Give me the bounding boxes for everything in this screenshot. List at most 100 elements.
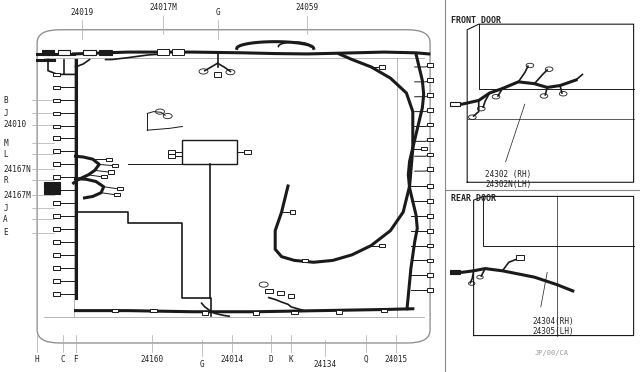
Text: 24059: 24059 (296, 3, 319, 12)
Bar (381, 309, 387, 312)
Bar (427, 259, 433, 262)
Text: 24167M: 24167M (3, 191, 31, 200)
Bar (336, 310, 342, 314)
Text: E: E (3, 228, 8, 237)
Bar (53, 266, 60, 270)
Bar (427, 123, 433, 126)
Bar (53, 292, 60, 296)
Bar (182, 140, 237, 164)
Text: 24302 (RH)
24302N(LH): 24302 (RH) 24302N(LH) (485, 170, 531, 189)
Bar (202, 311, 208, 315)
Bar (427, 184, 433, 188)
Bar (44, 182, 60, 188)
Bar (427, 229, 433, 232)
Text: R: R (3, 176, 8, 185)
Bar (113, 164, 118, 167)
Bar (53, 201, 60, 205)
Text: B: B (3, 96, 8, 105)
Bar (303, 259, 308, 262)
Text: F: F (73, 355, 78, 364)
Bar (53, 136, 60, 140)
Bar (58, 50, 70, 55)
Bar (427, 138, 433, 141)
Text: C: C (60, 355, 65, 364)
Bar (450, 270, 460, 274)
Bar (42, 50, 54, 55)
Text: 24134: 24134 (314, 360, 337, 369)
Text: FRONT DOOR: FRONT DOOR (451, 16, 501, 25)
Bar (157, 49, 169, 55)
Bar (150, 309, 157, 312)
Text: M: M (3, 139, 8, 148)
Bar (172, 49, 184, 55)
Bar (53, 125, 60, 128)
Bar (427, 288, 433, 292)
Bar (277, 291, 284, 295)
Bar (427, 199, 433, 203)
Text: Q: Q (364, 355, 369, 364)
Text: 24015: 24015 (384, 355, 407, 364)
Bar (114, 193, 120, 196)
Bar (53, 227, 60, 231)
Bar (427, 214, 433, 218)
Bar (168, 154, 175, 158)
Bar (380, 65, 385, 68)
Text: 24019: 24019 (70, 8, 93, 17)
Bar (53, 240, 60, 244)
Text: 24304(RH)
24305(LH): 24304(RH) 24305(LH) (532, 317, 574, 336)
Text: 24017M: 24017M (149, 3, 177, 12)
Bar (44, 189, 60, 194)
Bar (427, 63, 433, 67)
Bar (244, 150, 251, 154)
Bar (53, 99, 60, 102)
Bar (427, 78, 433, 82)
Bar (53, 279, 60, 283)
Bar (427, 167, 433, 171)
Text: A: A (3, 215, 8, 224)
Bar (450, 102, 460, 106)
Bar (53, 188, 60, 192)
Bar (168, 150, 175, 154)
Bar (53, 214, 60, 218)
Bar (427, 108, 433, 112)
Bar (427, 153, 433, 156)
Text: 24010: 24010 (3, 120, 26, 129)
Bar (108, 170, 114, 173)
Bar (427, 244, 433, 247)
Bar (214, 72, 221, 77)
Bar (427, 93, 433, 97)
Bar (288, 294, 294, 298)
Text: L: L (3, 150, 8, 159)
Text: J: J (3, 109, 8, 118)
Text: K: K (289, 355, 294, 364)
Text: D: D (268, 355, 273, 364)
Bar (53, 175, 60, 179)
Bar (291, 311, 298, 314)
Bar (427, 273, 433, 277)
Bar (253, 311, 259, 315)
Bar (53, 162, 60, 166)
Bar (53, 86, 60, 89)
Text: JP/00/CA: JP/00/CA (534, 350, 569, 356)
Bar (53, 112, 60, 115)
Bar (112, 309, 118, 312)
Bar (421, 147, 427, 150)
Bar (53, 73, 60, 76)
Bar (53, 149, 60, 153)
Bar (106, 157, 112, 161)
Text: 24014: 24014 (221, 355, 244, 364)
Bar (53, 253, 60, 257)
Text: G: G (215, 8, 220, 17)
Text: 24160: 24160 (141, 355, 164, 364)
Bar (99, 50, 112, 55)
Text: G: G (199, 360, 204, 369)
Bar (290, 210, 296, 214)
Bar (101, 175, 108, 178)
Text: 24167N: 24167N (3, 165, 31, 174)
Bar (265, 289, 273, 293)
Bar (116, 187, 123, 190)
Text: REAR DOOR: REAR DOOR (451, 194, 496, 203)
Bar (83, 50, 96, 55)
Bar (516, 255, 524, 260)
Text: H: H (35, 355, 40, 364)
